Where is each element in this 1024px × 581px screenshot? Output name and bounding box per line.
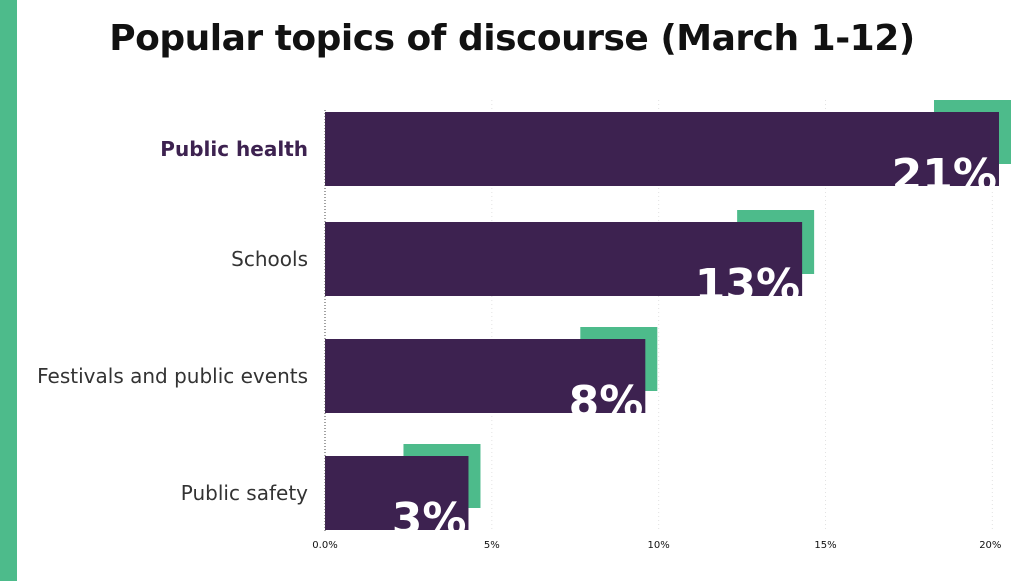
category-label: Public safety: [181, 481, 308, 505]
value-label: 8%: [569, 377, 644, 428]
category-label: Public health: [160, 137, 308, 161]
x-tick-label: 0.0%: [312, 540, 337, 551]
value-label: 13%: [695, 260, 800, 311]
category-label: Schools: [231, 247, 308, 271]
x-tick-label: 20%: [979, 540, 1001, 551]
chart-title: Popular topics of discourse (March 1-12): [109, 18, 915, 59]
bar: [325, 112, 999, 186]
bar: [325, 456, 469, 530]
x-tick-label: 15%: [814, 540, 836, 551]
value-label: 3%: [392, 494, 467, 545]
bar: [325, 339, 646, 413]
left-accent-stripe: [0, 0, 17, 581]
x-tick-label: 10%: [648, 540, 670, 551]
category-label: Festivals and public events: [37, 364, 308, 388]
x-tick-label: 5%: [484, 540, 500, 551]
value-label: 21%: [892, 150, 997, 201]
bar: [325, 222, 803, 296]
